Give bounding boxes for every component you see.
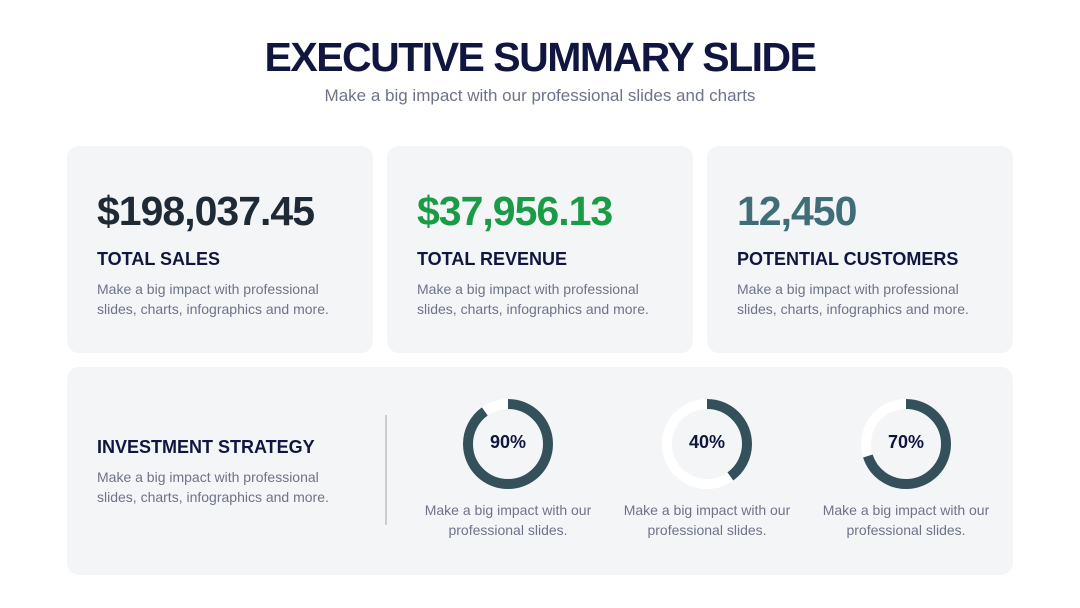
stat-value: $37,956.13 [417,188,613,234]
vertical-divider [385,415,387,525]
progress-description: Make a big impact with our professional … [822,502,990,538]
progress-percent: 40% [688,432,726,452]
strategy-title: INVESTMENT STRATEGY [97,437,315,457]
progress-description: Make a big impact with our professional … [424,502,592,538]
progress-ring [662,399,752,489]
progress-ring-arc [463,399,553,489]
investment-strategy-card: INVESTMENT STRATEGY Make a big impact wi… [67,367,1013,575]
progress-ring-arc [861,399,951,489]
progress-ring-arc [662,399,752,489]
stat-card-potential-customers: 12,450 POTENTIAL CUSTOMERS Make a big im… [707,146,1013,353]
stat-card-total-sales: $198,037.45 TOTAL SALES Make a big impac… [67,146,373,353]
strategy-description: Make a big impact with professional slid… [97,469,329,505]
stat-description: Make a big impact with professional slid… [737,281,969,317]
progress-percent: 70% [887,432,925,452]
progress-item-2: 40% Make a big impact with our professio… [622,397,792,547]
stat-value: 12,450 [737,188,857,234]
stat-label: TOTAL SALES [97,249,221,269]
stat-description: Make a big impact with professional slid… [97,281,329,317]
stat-description: Make a big impact with professional slid… [417,281,649,317]
progress-percent: 90% [489,432,527,452]
progress-ring [463,399,553,489]
stat-label: POTENTIAL CUSTOMERS [737,249,959,269]
stat-value: $198,037.45 [97,188,315,234]
stat-label: TOTAL REVENUE [417,249,568,269]
progress-ring [861,399,951,489]
slide-subtitle: Make a big impact with our professional … [324,86,756,105]
progress-item-1: 90% Make a big impact with our professio… [423,397,593,547]
slide-title: EXECUTIVE SUMMARY SLIDE [264,34,817,80]
progress-item-3: 70% Make a big impact with our professio… [821,397,991,547]
stat-card-total-revenue: $37,956.13 TOTAL REVENUE Make a big impa… [387,146,693,353]
progress-description: Make a big impact with our professional … [623,502,791,538]
